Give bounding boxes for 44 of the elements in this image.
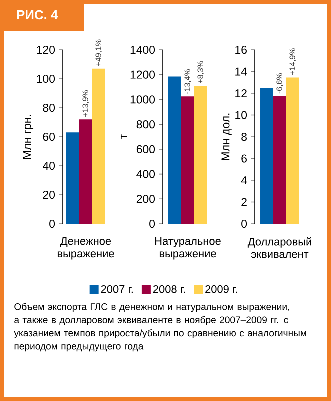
y-tick-label: 80 (43, 104, 56, 112)
y-tick-label: 0 (150, 220, 156, 228)
bar (286, 78, 300, 224)
bar (92, 68, 106, 224)
bar (260, 88, 274, 224)
y-axis-title: Млн дол. (222, 114, 232, 160)
y-tick-label: 1000 (130, 96, 156, 104)
bar (182, 96, 194, 224)
y-tick-label: 200 (136, 195, 156, 204)
x-tick-label: Натуральное выражение (156, 238, 221, 260)
y-tick-label: 1200 (130, 70, 156, 79)
y-tick-label: 40 (43, 162, 56, 170)
y-tick-label: 6 (242, 154, 247, 163)
y-tick-label: 0 (242, 220, 248, 228)
legend-label: 2007 г. (101, 285, 133, 294)
x-tick-label: Долларовый эквивалент (248, 238, 312, 258)
y-tick-label: 100 (37, 74, 56, 84)
y-tick-label: 16 (236, 46, 247, 54)
y-tick-label: 120 (37, 46, 56, 54)
bar (194, 86, 208, 224)
y-axis-title: т (121, 134, 128, 140)
y-tick-label: 60 (43, 132, 56, 142)
bar (168, 76, 182, 224)
y-tick-label: 10 (236, 111, 248, 120)
x-tick-label: Денежное выражение (58, 238, 114, 260)
bar (80, 120, 92, 224)
chart-title: РИС. 4 (17, 10, 58, 20)
y-tick-label: 600 (136, 145, 156, 154)
y-axis-title: Млн грн. (23, 115, 34, 159)
y-tick-label: 12 (236, 90, 247, 98)
y-tick-label: 1400 (130, 46, 156, 54)
y-tick-label: 2 (242, 198, 247, 206)
y-tick-label: 0 (50, 220, 56, 228)
y-tick-label: 8 (242, 132, 247, 142)
bar (274, 96, 287, 224)
y-tick-label: 14 (236, 68, 248, 76)
legend-label: 2009 г. (206, 285, 238, 294)
y-tick-label: 4 (241, 176, 248, 184)
text: Объем экспорта ГЛС в денежном и натуральном выражении, а также в долларовом эквиваленте в ноябре 2007–2009 гг. с указанием темпов прироста/убыли по сравнению с аналогичным периодом предыдущего года (14, 303, 306, 352)
y-tick-label: 20 (43, 190, 56, 200)
legend-label: 2008 г. (153, 285, 186, 294)
y-tick-label: 800 (136, 120, 156, 129)
y-tick-label: 400 (136, 170, 156, 178)
bar (66, 132, 80, 224)
